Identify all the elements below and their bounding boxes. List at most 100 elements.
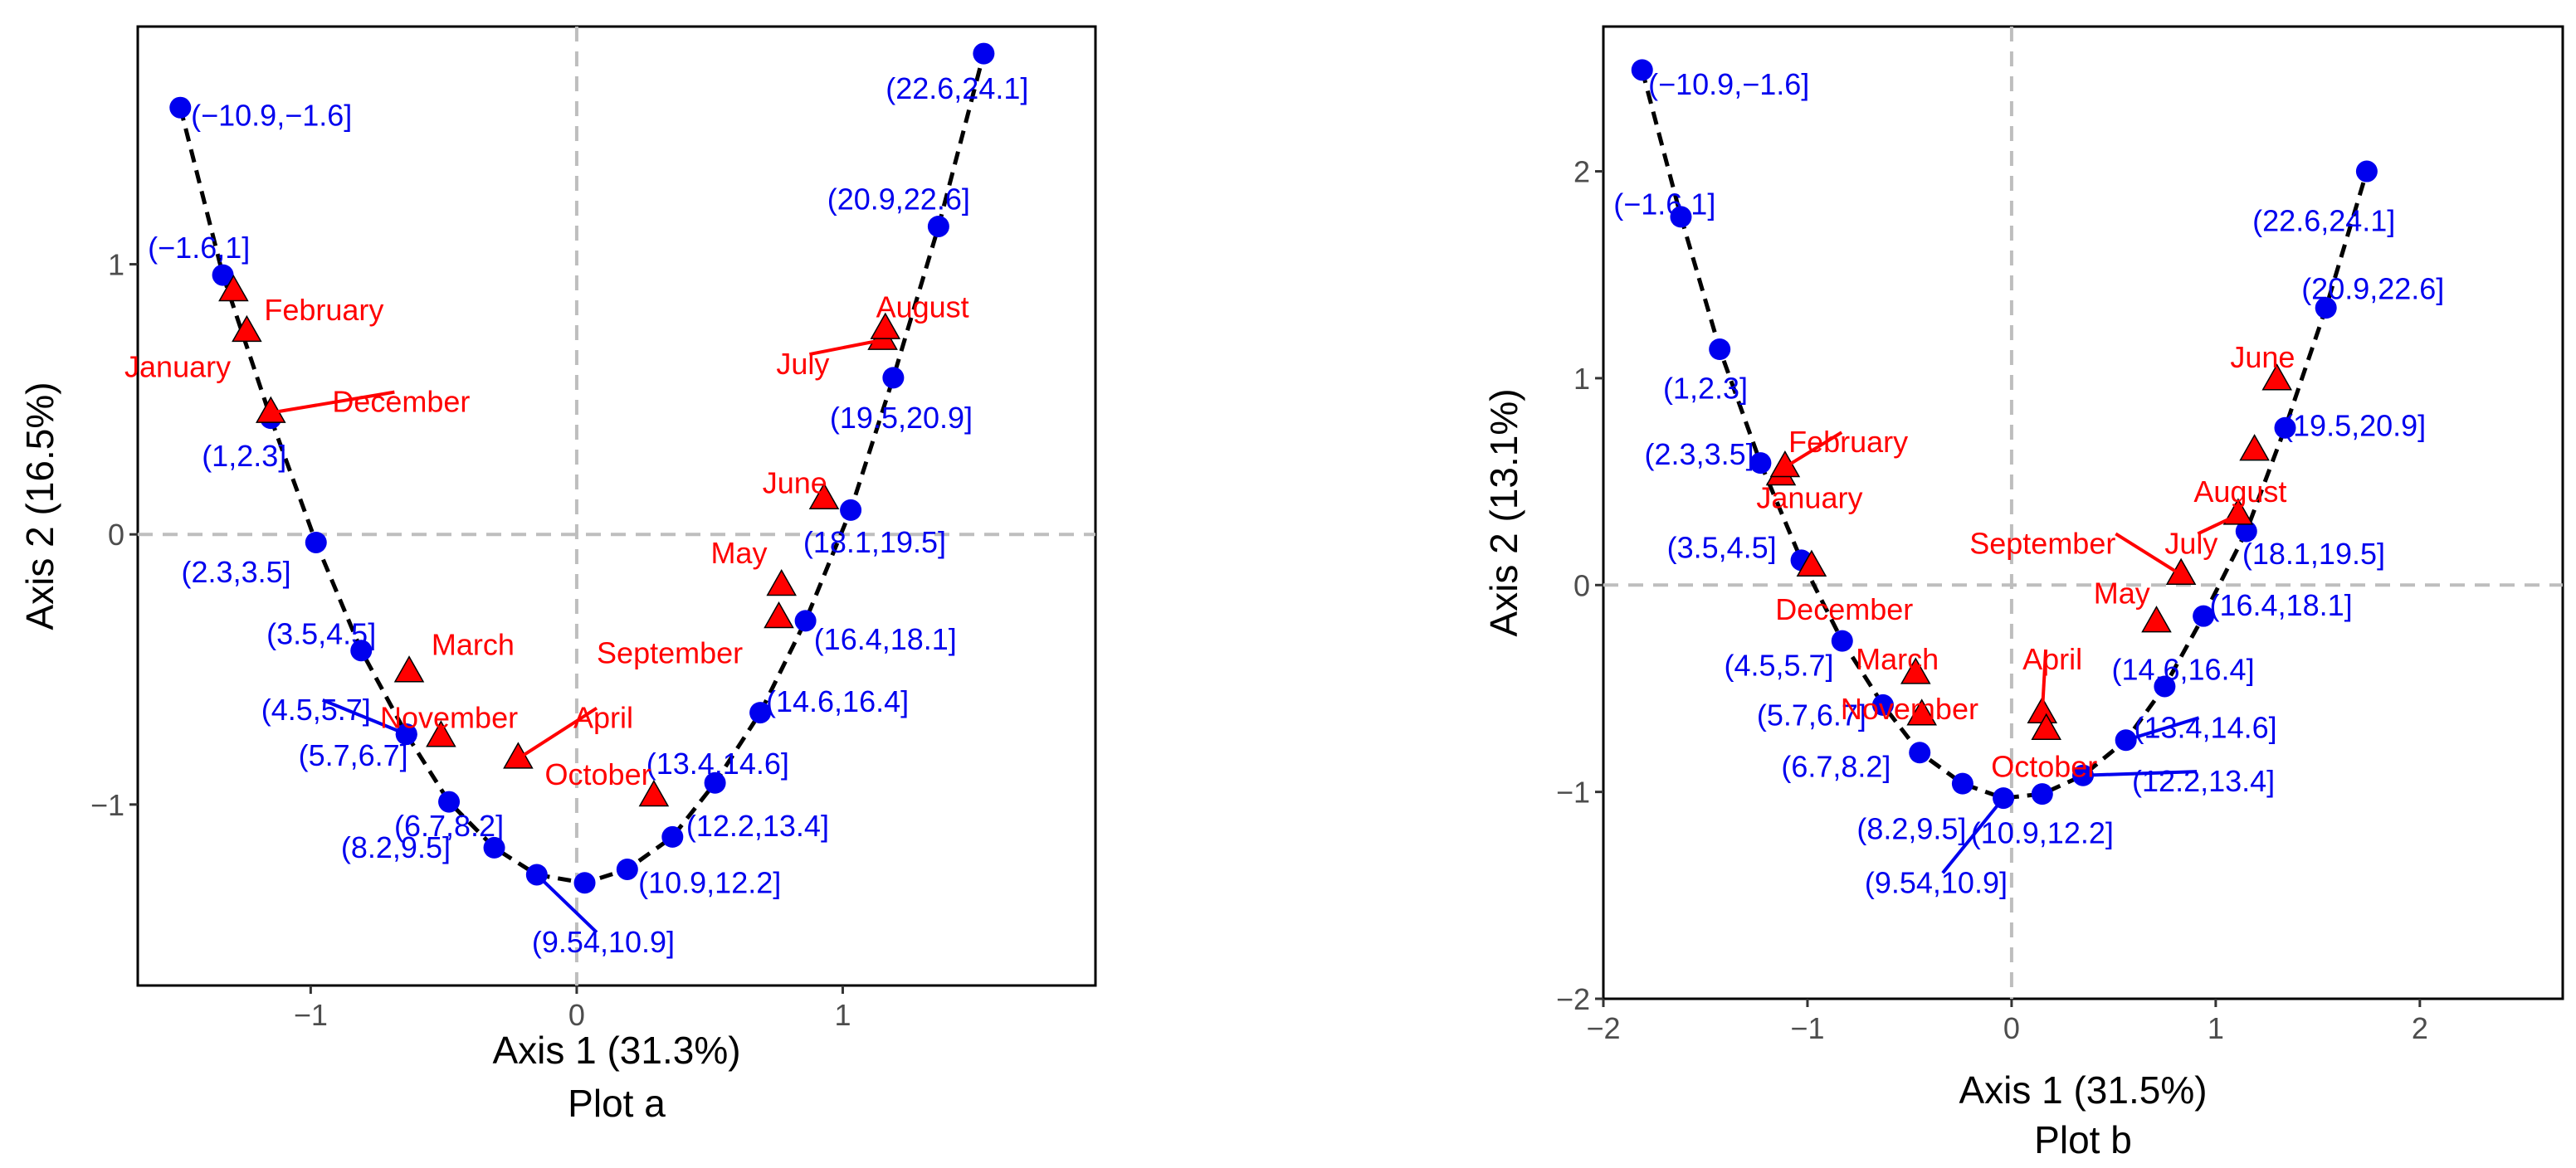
label-leader-line [809, 338, 883, 357]
label-leader-line [2115, 532, 2183, 577]
y-tick-label: 1 [1573, 362, 1590, 396]
point-june [2261, 363, 2292, 391]
point-8-2-9-5 [1951, 772, 1973, 795]
point-label-april: April [2022, 642, 2082, 676]
y-tick-label: −1 [1556, 776, 1590, 810]
point-label-february: February [1788, 425, 1908, 459]
point-label-10-9-1-6: (−10.9,−1.6] [191, 98, 352, 132]
label-leader-line [2125, 716, 2200, 742]
point-label-20-9-22-6: (20.9,22.6] [827, 182, 970, 216]
point-label-january: January [1756, 481, 1862, 515]
point-label-14-6-16-4: (14.6,16.4] [2111, 653, 2254, 687]
point-may [766, 568, 797, 596]
x-tick-label: 1 [834, 998, 851, 1032]
point-august [870, 312, 901, 339]
point-label-september: September [597, 635, 743, 669]
point-label-3-5-4-5: (3.5,4.5] [266, 617, 376, 651]
point-may [2141, 606, 2172, 633]
x-tick-label: 0 [568, 998, 585, 1032]
point-label-1-6-1: (−1.6,1] [148, 231, 250, 265]
point-5-7-6-7 [1871, 694, 1894, 716]
point-19-5-20-9 [882, 367, 905, 389]
point-november [1906, 698, 1937, 726]
y-axis-title: Axis 2 (13.1%) [1482, 388, 1525, 636]
point-label-july: July [776, 347, 829, 381]
point-16-4-18-1 [2193, 605, 2215, 627]
point-2-3-3-5 [305, 531, 327, 553]
x-axis-title: Axis 1 (31.5%) [1959, 1068, 2207, 1112]
point-10-9-12-2 [2031, 783, 2053, 805]
point-label-december: December [332, 385, 470, 419]
point-label-march: March [432, 628, 515, 662]
point-label-19-5-20-9: (19.5,20.9] [2283, 408, 2426, 442]
point-label-9-54-10-9: (9.54,10.9] [532, 925, 675, 959]
point-label-4-5-5-7: (4.5,5.7] [261, 693, 371, 727]
y-tick-label: −2 [1556, 982, 1590, 1016]
x-tick-label: −2 [1586, 1011, 1620, 1045]
point-january [232, 314, 262, 343]
point-18-1-19-5 [2235, 520, 2257, 543]
point-label-13-4-14-6: (13.4,14.6] [2134, 710, 2277, 744]
x-tick-label: 2 [2412, 1011, 2428, 1045]
point-label-4-5-5-7: (4.5,5.7] [1724, 649, 1833, 683]
panel-plot-a: −1 0 1 −1 0 1 Axis 1 (31.3%) Plot a Axis 2 (16.5… [18, 25, 1097, 1125]
point-4-5-5-7 [1831, 630, 1853, 652]
point-label-16-4-18-1: (16.4,18.1] [814, 622, 957, 656]
label-leader-line [2040, 649, 2048, 713]
point-march [1900, 657, 1931, 684]
point-label-9-54-10-9: (9.54,10.9] [1865, 865, 2008, 899]
point-label-august: August [876, 290, 969, 324]
plot-area-border [1602, 25, 2564, 1000]
point-22-6-24-1 [973, 42, 995, 65]
point-20-9-22-6 [2315, 297, 2337, 319]
point-label-september: September [1969, 526, 2115, 560]
point-label-8-2-9-5: (8.2,9.5] [1856, 812, 1966, 846]
point-5-7-6-7 [395, 723, 417, 746]
point-label-november: November [1841, 692, 1978, 726]
x-tick-label: −1 [294, 998, 328, 1032]
point-10-9-12-2 [616, 858, 638, 880]
point-label-october: October [1991, 750, 2097, 784]
y-tick-label: 1 [108, 248, 124, 282]
point-label-november: November [380, 701, 518, 735]
point-1-6-1 [1670, 206, 1692, 228]
point-6-7-8-2 [438, 791, 461, 813]
label-leader-line [270, 390, 395, 415]
label-leader-line [2082, 770, 2198, 777]
point-label-1-6-1: (−1.6,1] [1613, 187, 1715, 221]
label-leader-line [2197, 513, 2239, 536]
point-label-18-1-19-5: (18.1,19.5] [803, 525, 946, 559]
point-label-june: June [763, 465, 827, 499]
point-label-february: February [264, 293, 383, 327]
plot-caption: Plot a [568, 1082, 666, 1125]
point-march [393, 655, 425, 683]
point-label-18-1-19-5: (18.1,19.5] [2242, 537, 2385, 571]
point-label-14-6-16-4: (14.6,16.4] [766, 684, 909, 718]
point-label-10-9-12-2: (10.9,12.2] [1971, 816, 2114, 850]
point-label-16-4-18-1: (16.4,18.1] [2210, 588, 2353, 622]
y-tick-label: 0 [1573, 568, 1590, 602]
y-tick-label: −1 [90, 788, 124, 822]
plot-area-border [136, 25, 1097, 987]
point-9-54-10-9-b [573, 872, 596, 894]
series-connector-line [1640, 69, 2369, 801]
point-19-5-20-9 [2274, 416, 2296, 439]
point-august [2239, 434, 2270, 461]
point-1-2-3 [1709, 338, 1731, 361]
point-8-2-9-5 [483, 836, 505, 859]
label-leader-line [535, 874, 598, 934]
point-december [1796, 549, 1827, 577]
x-tick-label: −1 [1790, 1011, 1824, 1045]
label-leader-line [517, 706, 598, 761]
panel-plot-b: −2 −1 0 1 2 −2 −1 0 1 2 Axis 1 (31.5%) Plot b Axis 2… [1482, 25, 2564, 1161]
point-november [426, 720, 456, 747]
point-label-may: May [710, 536, 767, 570]
point-label-1-2-3: (1,2.3] [1663, 371, 1748, 405]
point-label-12-2-13-4: (12.2,13.4] [686, 809, 829, 843]
point-16-4-18-1 [794, 610, 817, 632]
point-october [638, 779, 670, 807]
point-3-5-4-5 [350, 640, 373, 662]
x-tick-label: 0 [2003, 1011, 2020, 1045]
point-13-4-14-6 [704, 771, 726, 794]
